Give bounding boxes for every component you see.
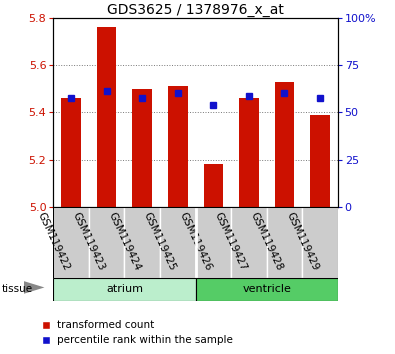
Bar [53, 278, 196, 301]
Text: GSM119428: GSM119428 [248, 211, 284, 272]
Bar [302, 207, 338, 278]
Legend: transformed count, percentile rank within the sample: transformed count, percentile rank withi… [37, 316, 237, 349]
Bar [89, 207, 124, 278]
Polygon shape [24, 281, 44, 294]
Text: GSM119423: GSM119423 [71, 211, 107, 272]
Bar [275, 82, 294, 207]
Text: tissue: tissue [2, 284, 33, 294]
Title: GDS3625 / 1378976_x_at: GDS3625 / 1378976_x_at [107, 3, 284, 17]
Bar [203, 165, 223, 207]
Bar [196, 278, 338, 301]
Text: atrium: atrium [106, 284, 143, 295]
Text: GSM119429: GSM119429 [284, 211, 320, 272]
Text: ventricle: ventricle [242, 284, 291, 295]
Bar [97, 27, 117, 207]
Bar [239, 98, 259, 207]
Bar [53, 207, 89, 278]
Text: GSM119426: GSM119426 [177, 211, 213, 272]
Text: GSM119422: GSM119422 [35, 211, 71, 272]
Text: GSM119424: GSM119424 [106, 211, 142, 272]
Text: GSM119425: GSM119425 [142, 211, 178, 272]
Bar [160, 207, 196, 278]
Bar [310, 115, 330, 207]
Bar [124, 207, 160, 278]
Bar [267, 207, 302, 278]
Bar [132, 89, 152, 207]
Bar [196, 207, 231, 278]
Bar [231, 207, 267, 278]
Bar [168, 86, 188, 207]
Bar [61, 98, 81, 207]
Text: GSM119427: GSM119427 [213, 211, 249, 272]
